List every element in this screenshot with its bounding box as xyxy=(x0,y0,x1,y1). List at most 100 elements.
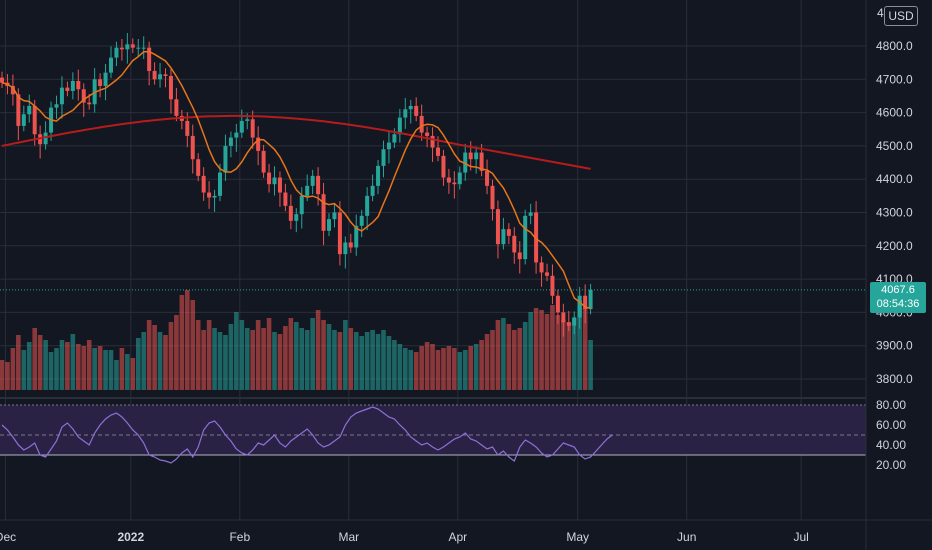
candle-body xyxy=(376,165,381,186)
volume-bar xyxy=(419,346,424,390)
volume-bar xyxy=(550,305,555,390)
volume-bar xyxy=(326,324,332,390)
volume-bar xyxy=(315,310,321,390)
volume-bar xyxy=(37,335,43,390)
volume-bar xyxy=(359,336,364,390)
time-tick-label: Apr xyxy=(448,530,467,544)
volume-bar xyxy=(473,344,479,390)
candle-body xyxy=(109,57,113,73)
candle-body xyxy=(495,209,500,245)
rsi-tick-label: 80.00 xyxy=(876,398,906,412)
candle-body xyxy=(506,229,511,236)
candle-body xyxy=(212,195,217,198)
volume-bar xyxy=(539,310,544,390)
candle-body xyxy=(392,134,397,143)
candle-body xyxy=(583,295,588,310)
candle-body xyxy=(397,117,402,135)
candle-body xyxy=(163,74,168,76)
candle-body xyxy=(446,177,451,183)
volume-bar xyxy=(283,326,288,390)
candle-body xyxy=(501,229,506,245)
candle-body xyxy=(185,120,190,136)
candle-body xyxy=(555,295,560,313)
candle-body xyxy=(256,137,261,151)
volume-bar xyxy=(462,350,468,390)
time-tick-label: May xyxy=(566,530,589,544)
price-tick-label: 4800.0 xyxy=(876,39,913,53)
volume-bar xyxy=(135,338,141,390)
candle-body xyxy=(27,105,32,115)
volume-bar xyxy=(479,340,484,390)
candle-body xyxy=(119,47,124,50)
candle-body xyxy=(70,80,75,91)
volume-bar xyxy=(294,322,299,390)
volume-bar xyxy=(457,352,463,390)
candle-body xyxy=(348,242,353,248)
volume-bar xyxy=(201,330,206,390)
candle-body xyxy=(190,135,195,160)
volume-bar xyxy=(261,328,266,390)
volume-bar xyxy=(364,332,370,390)
price-tick-label: 4600.0 xyxy=(876,106,913,120)
candle-body xyxy=(43,132,48,145)
candle-body xyxy=(81,89,86,103)
volume-bar xyxy=(146,320,152,390)
rsi-axis[interactable]: 20.00 40.00 60.00 80.00 xyxy=(876,398,906,472)
candle-body xyxy=(239,120,244,133)
candle-body xyxy=(517,252,522,260)
volume-bar xyxy=(272,332,277,390)
volume-bar xyxy=(179,295,185,390)
candle-body xyxy=(21,114,26,126)
volume-bar xyxy=(332,330,337,390)
candle-body xyxy=(359,215,364,226)
candle-body xyxy=(512,235,517,253)
rsi-tick-label: 60.00 xyxy=(876,418,906,432)
price-tick-label: 4400.0 xyxy=(876,172,913,186)
volume-bar xyxy=(304,330,310,390)
candle-body xyxy=(288,205,293,221)
candle-body xyxy=(474,152,479,160)
candle-body xyxy=(196,159,201,176)
candle-body xyxy=(218,172,222,196)
time-axis[interactable]: Dec 2022 Feb Mar Apr May Jun Jul xyxy=(0,530,809,544)
candle-body xyxy=(207,192,212,198)
candle-body xyxy=(228,137,233,146)
volume-bar xyxy=(506,324,512,390)
candle-body xyxy=(425,132,430,136)
rsi-reference-lines xyxy=(0,404,866,456)
last-price-badge: 4067.6 08:54:36 xyxy=(870,282,926,313)
candle-body xyxy=(152,70,157,80)
candle-body xyxy=(0,77,4,83)
volume-bar xyxy=(370,330,375,390)
candle-body xyxy=(365,195,370,216)
volume-bar xyxy=(5,362,10,390)
volume-bar xyxy=(435,350,441,390)
candle-body xyxy=(577,295,582,318)
candle-body xyxy=(545,272,549,276)
volume-bar xyxy=(174,315,179,390)
volume-bar xyxy=(125,354,130,390)
volume-bar xyxy=(0,360,5,390)
volume-bar xyxy=(337,332,343,390)
candle-body xyxy=(16,94,21,126)
candle-body xyxy=(65,87,70,91)
candle-body xyxy=(539,262,544,273)
rsi-line xyxy=(1,406,613,464)
candle-body xyxy=(103,72,108,86)
volume-bar xyxy=(114,360,119,390)
volume-bar xyxy=(206,320,212,390)
candle-body xyxy=(305,185,310,196)
currency-button[interactable]: USD xyxy=(884,6,918,26)
candle-body xyxy=(125,44,130,50)
candle-body xyxy=(452,182,457,185)
candle-body xyxy=(337,212,342,255)
candle-body xyxy=(550,275,555,296)
volume-bar xyxy=(533,308,539,390)
volume-bar xyxy=(577,300,582,390)
last-price-value: 4067.6 xyxy=(881,284,915,296)
candle-body xyxy=(468,152,473,160)
candle-body xyxy=(310,175,315,186)
volume-bar xyxy=(195,320,201,390)
